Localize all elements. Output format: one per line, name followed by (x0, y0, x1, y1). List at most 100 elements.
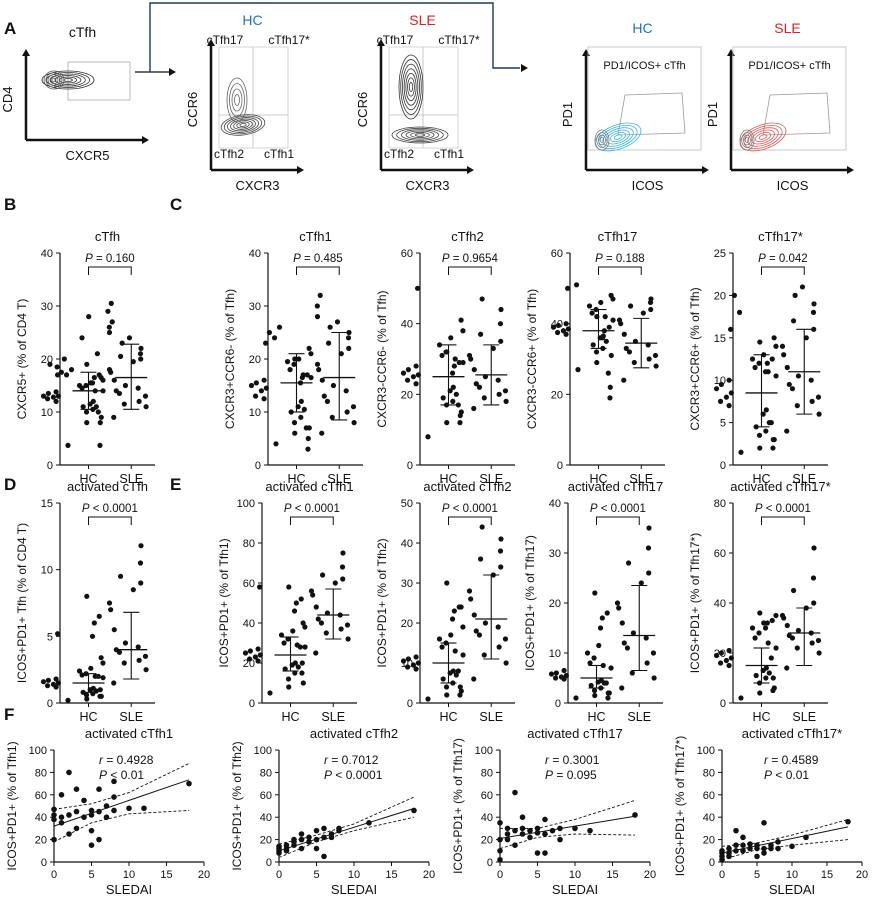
stat-symbol: P (764, 768, 772, 782)
data-point (306, 345, 312, 351)
data-point (763, 665, 769, 671)
p-value-label: P < 0.0001 (324, 768, 383, 782)
y-tick-label: 30 (549, 548, 561, 560)
data-point (40, 679, 47, 685)
data-point (310, 592, 316, 598)
data-point (449, 616, 456, 622)
flow-x-label: CXCR3 (405, 178, 449, 193)
data-point (726, 662, 732, 669)
data-point (527, 827, 533, 834)
ci-band-low (53, 810, 190, 843)
data-point (53, 389, 59, 395)
data-point (314, 361, 321, 367)
y-tick-label: 20 (549, 598, 561, 610)
y-tick-label: 60 (703, 790, 715, 802)
data-point (47, 361, 53, 367)
ccr6-contour-low (227, 117, 259, 133)
data-point (450, 384, 456, 390)
p-value-label: P = 0.188 (595, 253, 645, 265)
ci-band-low (499, 833, 636, 849)
data-point (451, 363, 457, 369)
data-point (762, 625, 769, 631)
data-point (757, 690, 763, 696)
ci-band-high (500, 799, 636, 829)
data-point (605, 370, 611, 376)
flow-plot-sle_pd1: ICOS PD1 PD1/ICOS+ cTfh SLE (705, 20, 854, 193)
data-point (781, 352, 787, 358)
activation-contour (609, 131, 627, 143)
data-point (621, 640, 627, 646)
data-point (496, 391, 502, 397)
data-point (287, 367, 293, 373)
y-tick-label: 10 (41, 407, 53, 419)
data-point (96, 836, 102, 843)
data-point (602, 314, 608, 320)
data-point (339, 564, 346, 570)
data-point (560, 328, 567, 334)
data-point (96, 613, 102, 619)
data-point (458, 317, 464, 323)
data-point (497, 856, 503, 863)
x-tick-label: 0 (719, 869, 725, 881)
chart-e3: activated cTfh17 0 10 20 30 40 ICOS+PD1+ (% of… (523, 479, 663, 724)
chart-c2: cTfh2 0 20 40 60 CXCR3-CCR6- (% of Tfh) HC SLE P… (375, 229, 515, 486)
data-point (351, 420, 357, 426)
data-point (58, 369, 64, 375)
y-axis-label: ICOS+PD1+ (% of Tfh17) (451, 738, 465, 874)
y-tick-label: 40 (260, 812, 272, 824)
data-point (130, 587, 136, 593)
quadrant-label-bottom-left: cTfh2 (384, 147, 414, 161)
data-point (592, 590, 598, 596)
data-point (135, 644, 141, 650)
chart-c3: cTfh170204060CXCR3-CCR6+ (% of Tfh)HCSLE… (525, 229, 665, 486)
data-point (740, 842, 746, 848)
data-point (809, 640, 815, 646)
chart-title: cTfh2 (451, 229, 484, 244)
significance-bracket (448, 266, 492, 275)
activation-contour (758, 134, 768, 140)
ccr6-contour-high (407, 77, 415, 97)
group-sle (757, 545, 822, 694)
data-point (573, 282, 580, 288)
data-point (477, 331, 484, 337)
data-point (497, 548, 504, 554)
data-point (728, 326, 734, 332)
data-point (55, 680, 61, 686)
data-point (242, 650, 249, 656)
stat-symbol: P (590, 503, 598, 515)
y-tick-label: 0 (555, 698, 561, 710)
y-axis-label: ICOS+PD1+ (% of Tfh2) (230, 741, 244, 870)
data-point (779, 343, 786, 349)
data-point (345, 335, 352, 341)
data-point (126, 805, 132, 812)
data-point (108, 300, 114, 306)
group-sle (594, 296, 659, 401)
flow-y-arrow (727, 49, 735, 56)
data-point (557, 825, 563, 832)
data-point (646, 356, 652, 362)
stat-symbol: P (545, 768, 553, 782)
data-point (477, 556, 484, 562)
data-point (713, 652, 720, 659)
data-point (321, 834, 327, 841)
activation-contour (739, 122, 787, 152)
y-tick-label: 100 (237, 498, 255, 510)
data-point (314, 303, 320, 309)
data-point (404, 664, 411, 670)
stat-symbol: P (99, 768, 107, 782)
stat-symbol: P (324, 768, 332, 782)
group-sle (84, 300, 149, 448)
data-point (415, 372, 421, 378)
data-point (136, 398, 142, 404)
data-point (766, 670, 772, 676)
data-point (86, 314, 92, 320)
chart-title: activated cTfh17 (527, 726, 622, 741)
activation-contour (743, 124, 783, 150)
p-value-label: P = 0.160 (85, 253, 135, 265)
x-tick-label: 0 (276, 869, 282, 881)
data-point (324, 398, 331, 404)
data-point (761, 845, 767, 852)
x-tick-label: 10 (123, 869, 135, 881)
stat-value: = 0.042 (766, 253, 808, 265)
